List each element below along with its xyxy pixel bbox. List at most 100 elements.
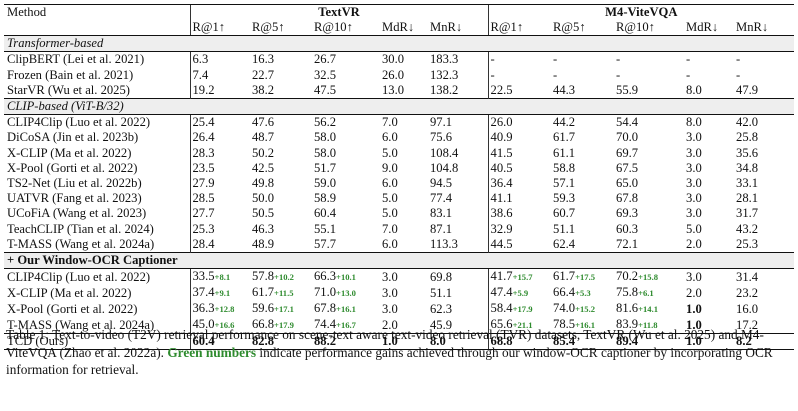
metric-value: 6.0 xyxy=(382,130,398,145)
metric-value: 44.3 xyxy=(553,82,576,97)
table-caption: Table 1: Text-to-video (T2V) retrieval p… xyxy=(6,326,792,379)
metric-value: 28.5 xyxy=(189,191,250,207)
metric-value: 46.3 xyxy=(252,221,275,236)
gain-value: +16.7 xyxy=(336,320,356,330)
metric-value: 48.9 xyxy=(252,236,275,251)
metric-value: 61.1 xyxy=(553,145,576,160)
metric-header: R@10↑ xyxy=(614,20,685,37)
table-row: T-MASS (Wang et al. 2024a) 45.0+16.6 66.8+… xyxy=(4,317,794,334)
metric-value: 2.0 xyxy=(686,236,702,251)
metric-value: 61.7 xyxy=(252,285,275,299)
gain-value: +16.6 xyxy=(214,320,235,330)
metric-value: 22.7 xyxy=(252,67,275,82)
metric-value: 82.8 xyxy=(250,332,312,351)
metric-value: - xyxy=(616,52,621,67)
metric-value: 25.3 xyxy=(736,236,759,251)
metric-value: 58.0 xyxy=(314,145,337,160)
table-row: TeachCLIP (Tian et al. 2024) 25.3 46.3 55.1… xyxy=(4,221,794,237)
metric-cell: 62.3 xyxy=(428,301,488,317)
metric-cell: 3.0 xyxy=(380,285,428,301)
metric-value: 33.5 xyxy=(192,269,215,283)
metric-value: 51.7 xyxy=(314,160,337,175)
metric-value: 71.0 xyxy=(314,285,337,299)
metric-value: 67.5 xyxy=(616,160,639,175)
metric-value: 34.8 xyxy=(736,160,759,175)
metric-value: 26.4 xyxy=(189,130,250,146)
metric-value: 5.0 xyxy=(382,191,398,206)
metric-value: - xyxy=(736,67,741,82)
metric-value: 30.0 xyxy=(382,52,405,67)
metric-cell: 17.2 xyxy=(734,317,794,334)
metric-value: 87.1 xyxy=(430,221,453,236)
metric-value: 113.3 xyxy=(430,236,458,251)
metric-value: 78.5 xyxy=(553,317,576,331)
gain-value: +17.9 xyxy=(512,304,533,314)
metric-cell: 66.3+10.1 xyxy=(312,269,380,286)
metric-value: 45.0 xyxy=(192,317,215,331)
metric-header: R@1↑ xyxy=(189,20,250,37)
ours-section-header: + Our Window-OCR Captioner xyxy=(4,251,795,270)
method-name: T-MASS (Wang et al. 2024a) xyxy=(7,317,155,332)
gain-value: +8.1 xyxy=(214,272,231,282)
metric-value: 7.0 xyxy=(382,115,398,130)
metric-value: 59.3 xyxy=(553,191,576,206)
metric-value: 38.6 xyxy=(487,206,552,222)
metric-value: 57.8 xyxy=(252,269,275,283)
metric-cell: 65.6+21.1 xyxy=(487,317,552,334)
metric-value: 36.4 xyxy=(487,175,552,192)
table-row: ClipBERT (Lei et al. 2021) 6.3 16.3 26.7 30.… xyxy=(4,51,794,68)
section-title: + Our Window-OCR Captioner xyxy=(4,251,795,270)
metric-value: 83.9 xyxy=(616,317,639,331)
metric-value: 183.3 xyxy=(430,52,459,67)
method-name: DiCoSA (Jin et al. 2023b) xyxy=(7,130,139,145)
caption-text-end: indicate performance gains achieved thro… xyxy=(6,344,773,378)
metric-value: 44.2 xyxy=(553,115,576,130)
metric-value: 85.4 xyxy=(551,332,615,351)
metric-cell: 3.0 xyxy=(684,269,734,286)
metric-header: R@5↑ xyxy=(250,20,312,37)
metric-cell: 75.8+6.1 xyxy=(614,285,684,301)
metric-value: 33.1 xyxy=(736,175,759,190)
metric-value: 19.2 xyxy=(189,82,250,99)
m4vitevqa-group-header: M4-ViteVQA xyxy=(487,4,795,20)
method-name: X-Pool (Gorti et al. 2022) xyxy=(7,301,138,316)
metric-value: 66.3 xyxy=(314,269,337,283)
metric-cell: 66.8+17.9 xyxy=(250,317,312,334)
metric-value: 25.4 xyxy=(189,114,250,131)
metric-value: 35.6 xyxy=(736,145,759,160)
method-name: X-CLIP (Ma et al. 2022) xyxy=(7,145,132,160)
metric-header: MdR↓ xyxy=(684,20,735,37)
metric-value: 57.1 xyxy=(553,175,576,190)
metric-value: 3.0 xyxy=(686,160,702,175)
metric-value: 57.7 xyxy=(314,236,337,251)
metric-value: 2.0 xyxy=(686,285,702,300)
metric-value: 68.8 xyxy=(487,332,552,351)
metric-value: 50.0 xyxy=(252,191,275,206)
section-header: Transformer-based xyxy=(4,35,795,53)
metric-value: - xyxy=(553,67,558,82)
table-row: TS2-Net (Liu et al. 2022b) 27.9 49.8 59.0 6.… xyxy=(4,175,794,192)
metric-value: 56.2 xyxy=(314,115,337,130)
metric-value: 42.5 xyxy=(252,160,275,175)
metric-value: 69.3 xyxy=(616,206,639,221)
metric-cell: 61.7+11.5 xyxy=(250,285,312,301)
metric-value: 67.8 xyxy=(314,301,337,315)
metric-value: 60.4 xyxy=(314,206,337,221)
metric-header: R@10↑ xyxy=(312,20,380,37)
metric-value: 45.9 xyxy=(430,317,453,332)
metric-value: - xyxy=(616,67,621,82)
metric-value: 61.7 xyxy=(553,130,576,145)
metric-value: 94.5 xyxy=(430,175,453,190)
metric-value: 23.2 xyxy=(736,285,759,300)
metric-value: 132.3 xyxy=(430,67,459,82)
metric-value: 50.5 xyxy=(252,206,275,221)
metric-cell: 51.1 xyxy=(428,285,488,301)
metric-value: 97.1 xyxy=(430,115,453,130)
metric-value: 47.6 xyxy=(252,115,275,130)
method-name: CLIP4Clip (Luo et al. 2022) xyxy=(7,269,151,284)
metric-value: 3.0 xyxy=(686,191,702,206)
gain-value: +11.5 xyxy=(274,288,294,298)
metric-value: 6.3 xyxy=(189,51,250,68)
metric-value: 89.4 xyxy=(614,332,685,351)
gain-value: +17.9 xyxy=(274,320,294,330)
